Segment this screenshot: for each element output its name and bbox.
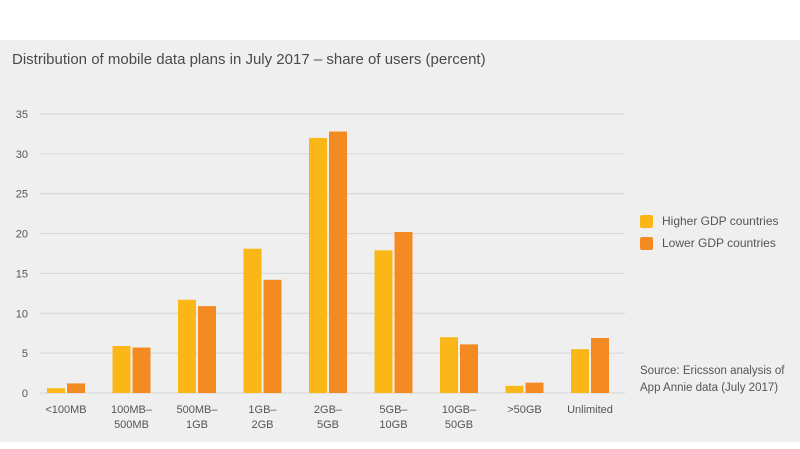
bar-lower-gdp <box>591 337 609 393</box>
y-tick-label: 15 <box>16 268 28 280</box>
x-tick-label: 1GB <box>186 419 208 431</box>
y-tick-label: 25 <box>16 189 28 201</box>
y-tick-label: 0 <box>22 388 28 400</box>
bar-higher-gdp <box>374 250 393 393</box>
x-tick-label: 5GB– <box>379 404 408 416</box>
bar-higher-gdp <box>178 299 196 393</box>
bar-lower-gdp <box>525 382 544 393</box>
bar-higher-gdp <box>505 385 524 393</box>
x-tick-label: 2GB <box>251 419 273 431</box>
source-note: Source: Ericsson analysis of App Annie d… <box>640 363 800 397</box>
bar-higher-gdp <box>243 248 262 393</box>
y-tick-label: 35 <box>16 109 28 121</box>
legend-swatch-lower-gdp <box>640 236 653 250</box>
bar-lower-gdp <box>67 383 85 393</box>
x-tick-label: 50GB <box>445 419 473 431</box>
y-tick-label: 30 <box>16 149 28 161</box>
y-tick-label: 5 <box>22 348 28 360</box>
source-line-2: App Annie data (July 2017) <box>640 382 779 394</box>
legend-label-lower-gdp: Lower GDP countries <box>662 236 776 250</box>
chart-title: Distribution of mobile data plans in Jul… <box>12 51 486 68</box>
x-tick-label: 2GB– <box>314 404 343 416</box>
chart-legend: Higher GDP countries Lower GDP countries <box>640 210 779 254</box>
x-tick-label: Unlimited <box>567 404 613 416</box>
x-tick-label: 10GB <box>379 419 407 431</box>
source-line-1: Source: Ericsson analysis of <box>640 365 785 377</box>
bar-higher-gdp <box>112 345 131 393</box>
bar-lower-gdp <box>198 306 216 393</box>
bar-higher-gdp <box>440 337 458 393</box>
legend-item-higher-gdp: Higher GDP countries <box>640 210 779 232</box>
bar-lower-gdp <box>460 344 478 393</box>
legend-item-lower-gdp: Lower GDP countries <box>640 232 779 254</box>
bar-lower-gdp <box>329 131 347 393</box>
x-tick-label: 10GB– <box>442 404 477 416</box>
bar-lower-gdp <box>394 231 413 393</box>
y-tick-label: 10 <box>16 308 28 320</box>
bar-higher-gdp <box>309 137 327 393</box>
x-tick-label: >50GB <box>507 404 542 416</box>
x-tick-label: <100MB <box>45 404 86 416</box>
legend-label-higher-gdp: Higher GDP countries <box>662 214 779 228</box>
bar-lower-gdp <box>263 279 282 393</box>
bar-lower-gdp <box>132 347 151 393</box>
y-tick-label: 20 <box>16 229 28 241</box>
x-tick-label: 500MB <box>114 419 149 431</box>
bar-higher-gdp <box>47 388 65 393</box>
bar-higher-gdp <box>571 349 589 393</box>
x-tick-label: 5GB <box>317 419 339 431</box>
x-tick-label: 1GB– <box>248 404 277 416</box>
legend-swatch-higher-gdp <box>640 214 653 228</box>
x-tick-label: 100MB– <box>111 404 153 416</box>
x-tick-label: 500MB– <box>177 404 219 416</box>
